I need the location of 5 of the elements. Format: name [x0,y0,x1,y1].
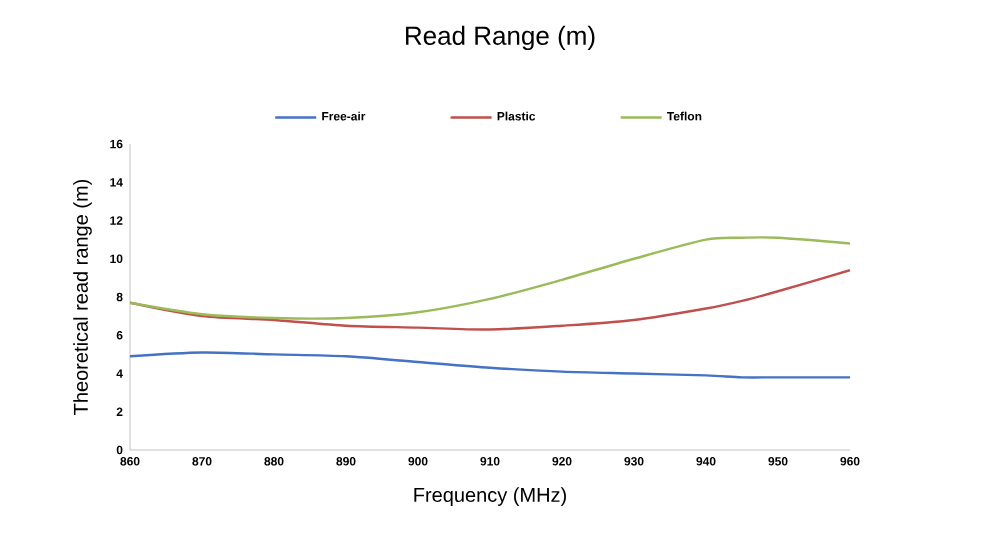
line-series [130,236,850,320]
y-axis-title: Theoretical read range (m) [73,179,92,415]
line-series [130,351,850,379]
x-axis-title: Frequency (MHz) [414,487,566,506]
chart-title: Read Range (m) [406,25,595,51]
